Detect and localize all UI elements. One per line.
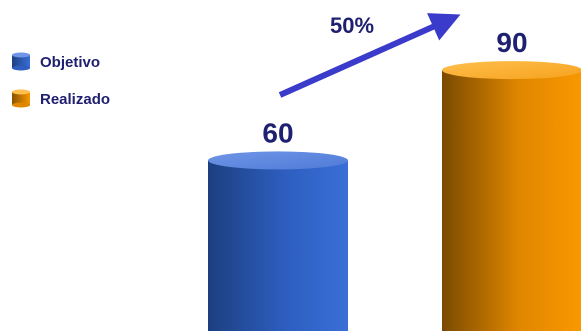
legend-item-realizado[interactable]: Realizado bbox=[12, 89, 110, 109]
legend-swatch-objetivo bbox=[12, 52, 30, 71]
bar-objetivo[interactable] bbox=[208, 160, 348, 331]
bar-top-realizado bbox=[442, 61, 581, 80]
growth-annotation: 50% bbox=[330, 13, 374, 38]
legend-item-objetivo[interactable]: Objetivo bbox=[12, 52, 100, 72]
legend: Objetivo Realizado bbox=[12, 52, 110, 109]
bars-group bbox=[208, 61, 581, 331]
data-label-objetivo: 60 bbox=[262, 117, 293, 148]
data-label-realizado: 90 bbox=[496, 27, 527, 58]
legend-swatch-realizado bbox=[12, 89, 30, 108]
growth-arrow bbox=[278, 13, 461, 98]
legend-label-realizado: Realizado bbox=[40, 91, 110, 108]
bar-top-objetivo bbox=[208, 151, 348, 170]
bar-realizado[interactable] bbox=[442, 70, 581, 331]
legend-label-objetivo: Objetivo bbox=[40, 54, 100, 71]
